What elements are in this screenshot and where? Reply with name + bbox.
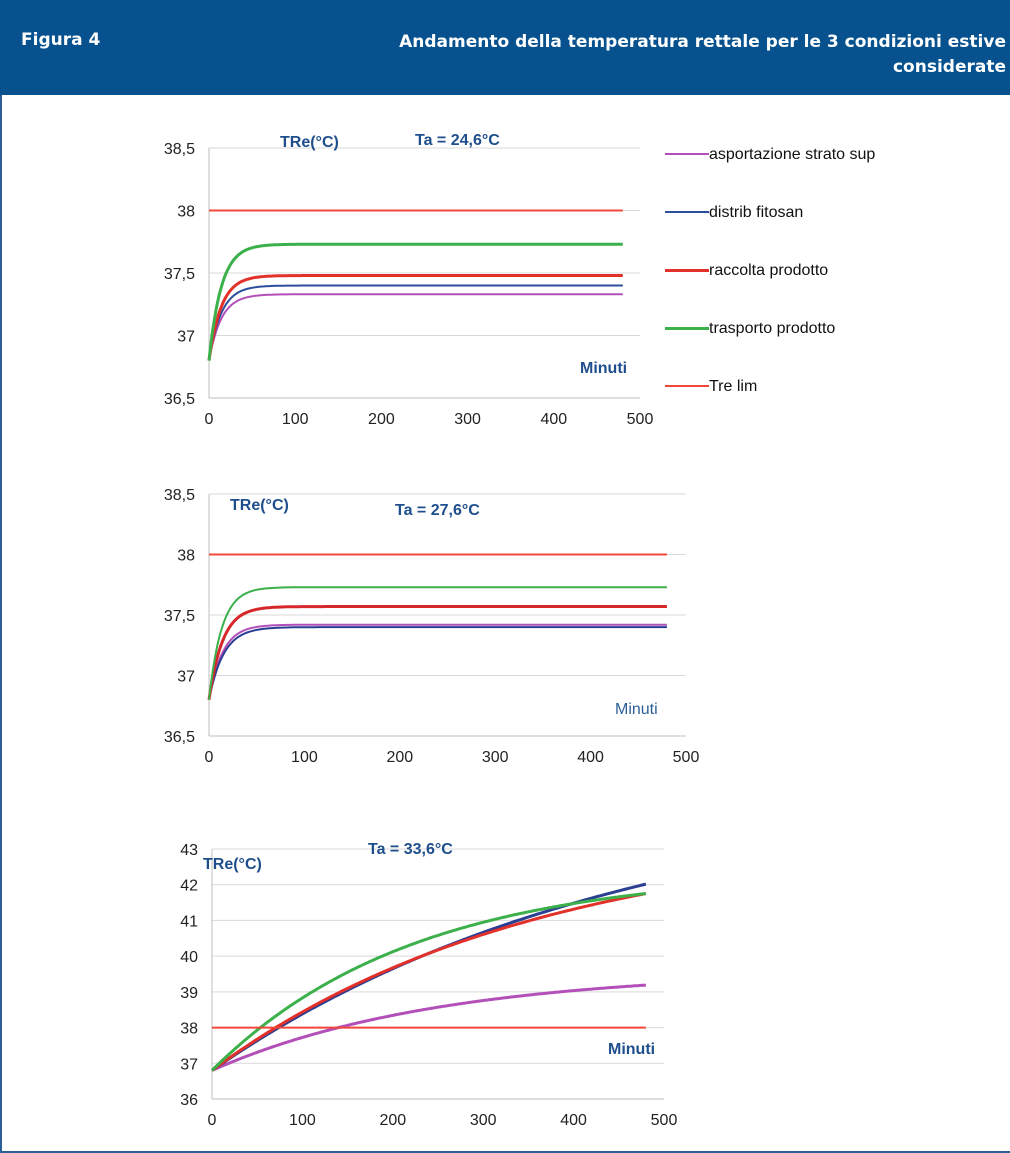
x-tick-label: 300	[470, 1112, 497, 1129]
y-axis-label: TRe(°C)	[230, 497, 289, 514]
figure-title: Andamento della temperatura rettale per …	[399, 32, 1006, 77]
x-axis-label: Minuti	[580, 360, 627, 377]
y-tick-label: 36,5	[164, 729, 195, 746]
series-line	[208, 586, 667, 700]
series-line	[211, 983, 646, 1072]
legend-item: raccolta prodotto	[665, 261, 909, 281]
series-line	[208, 293, 623, 361]
legend-swatch	[665, 385, 709, 387]
y-tick-label: 37	[177, 329, 195, 346]
legend-label: Tre lim	[709, 378, 758, 395]
y-tick-label: 41	[180, 913, 198, 930]
x-tick-label: 400	[577, 749, 604, 766]
ambient-temp-annotation: Ta = 27,6°C	[395, 502, 480, 519]
series-line	[210, 892, 647, 1072]
x-tick-label: 200	[368, 411, 395, 428]
x-tick-label: 200	[386, 749, 413, 766]
y-tick-label: 37,5	[164, 266, 195, 283]
series-line	[211, 892, 647, 1072]
y-tick-label: 37,5	[164, 608, 195, 625]
y-tick-label: 40	[180, 949, 198, 966]
x-tick-label: 500	[673, 749, 700, 766]
y-tick-label: 42	[180, 878, 198, 895]
y-tick-label: 37	[180, 1056, 198, 1073]
x-tick-label: 100	[289, 1112, 316, 1129]
legend-swatch	[665, 269, 709, 272]
series-line	[211, 882, 647, 1072]
chart-ta-27-6: 36,5 37 37,5 38 38,5 0 100 200 300 400 500 TRe(°C) T…	[164, 487, 700, 766]
figure-header: Figura 4 Andamento della temperatura ret…	[0, 0, 1010, 95]
y-tick-label: 37	[177, 669, 195, 686]
ambient-temp-annotation: Ta = 24,6°C	[415, 132, 500, 149]
legend-swatch	[665, 211, 709, 213]
chart-ta-33-6: 36 37 38 39 40 41 42 43 0 100 200 300 400 500 TRe(°C) T…	[180, 841, 678, 1129]
x-tick-label: 0	[208, 1112, 217, 1129]
figure-label: Figura 4	[21, 30, 101, 50]
x-tick-label: 500	[627, 411, 654, 428]
x-tick-label: 500	[651, 1112, 678, 1129]
y-tick-label: 38,5	[164, 141, 195, 158]
series-line	[207, 274, 623, 361]
legend-label: raccolta prodotto	[709, 262, 829, 279]
legend-swatch	[665, 153, 709, 155]
chart-ta-24-6: 36,5 37 37,5 38 38,5 0 100 200 300 400 500 TRe(°C) T…	[164, 132, 654, 428]
y-tick-label: 38	[177, 548, 195, 565]
y-axis-label: TRe(°C)	[280, 134, 339, 151]
x-tick-label: 400	[560, 1112, 587, 1129]
legend-label: asportazione strato sup	[709, 146, 876, 163]
y-tick-label: 38	[180, 1021, 198, 1038]
legend-swatch	[665, 327, 709, 330]
x-tick-label: 300	[454, 411, 481, 428]
x-axis-label: Minuti	[608, 1041, 655, 1058]
x-tick-label: 0	[205, 749, 214, 766]
series-line	[208, 284, 623, 361]
y-tick-label: 43	[180, 842, 198, 859]
x-tick-label: 0	[205, 411, 214, 428]
legend-item: trasporto prodotto	[665, 319, 909, 339]
x-tick-label: 100	[291, 749, 318, 766]
x-tick-label: 100	[282, 411, 309, 428]
x-tick-label: 300	[482, 749, 509, 766]
y-tick-label: 38	[177, 204, 195, 221]
series-line	[208, 626, 667, 700]
series-line	[207, 242, 623, 361]
legend-label: distrib fitosan	[709, 204, 804, 221]
legend-item: asportazione strato sup	[665, 145, 909, 165]
x-tick-label: 200	[379, 1112, 406, 1129]
x-axis-label: Minuti	[615, 701, 658, 718]
legend-item: distrib fitosan	[665, 203, 909, 223]
legend-item: Tre lim	[665, 377, 909, 397]
series-line	[207, 605, 667, 700]
y-tick-label: 36	[180, 1092, 198, 1109]
series-line	[208, 623, 667, 700]
y-tick-label: 36,5	[164, 391, 195, 408]
y-axis-label: TRe(°C)	[203, 856, 262, 873]
y-tick-label: 38,5	[164, 487, 195, 504]
ambient-temp-annotation: Ta = 33,6°C	[368, 841, 453, 858]
legend-label: trasporto prodotto	[709, 320, 836, 337]
x-tick-label: 400	[540, 411, 567, 428]
y-tick-label: 39	[180, 985, 198, 1002]
